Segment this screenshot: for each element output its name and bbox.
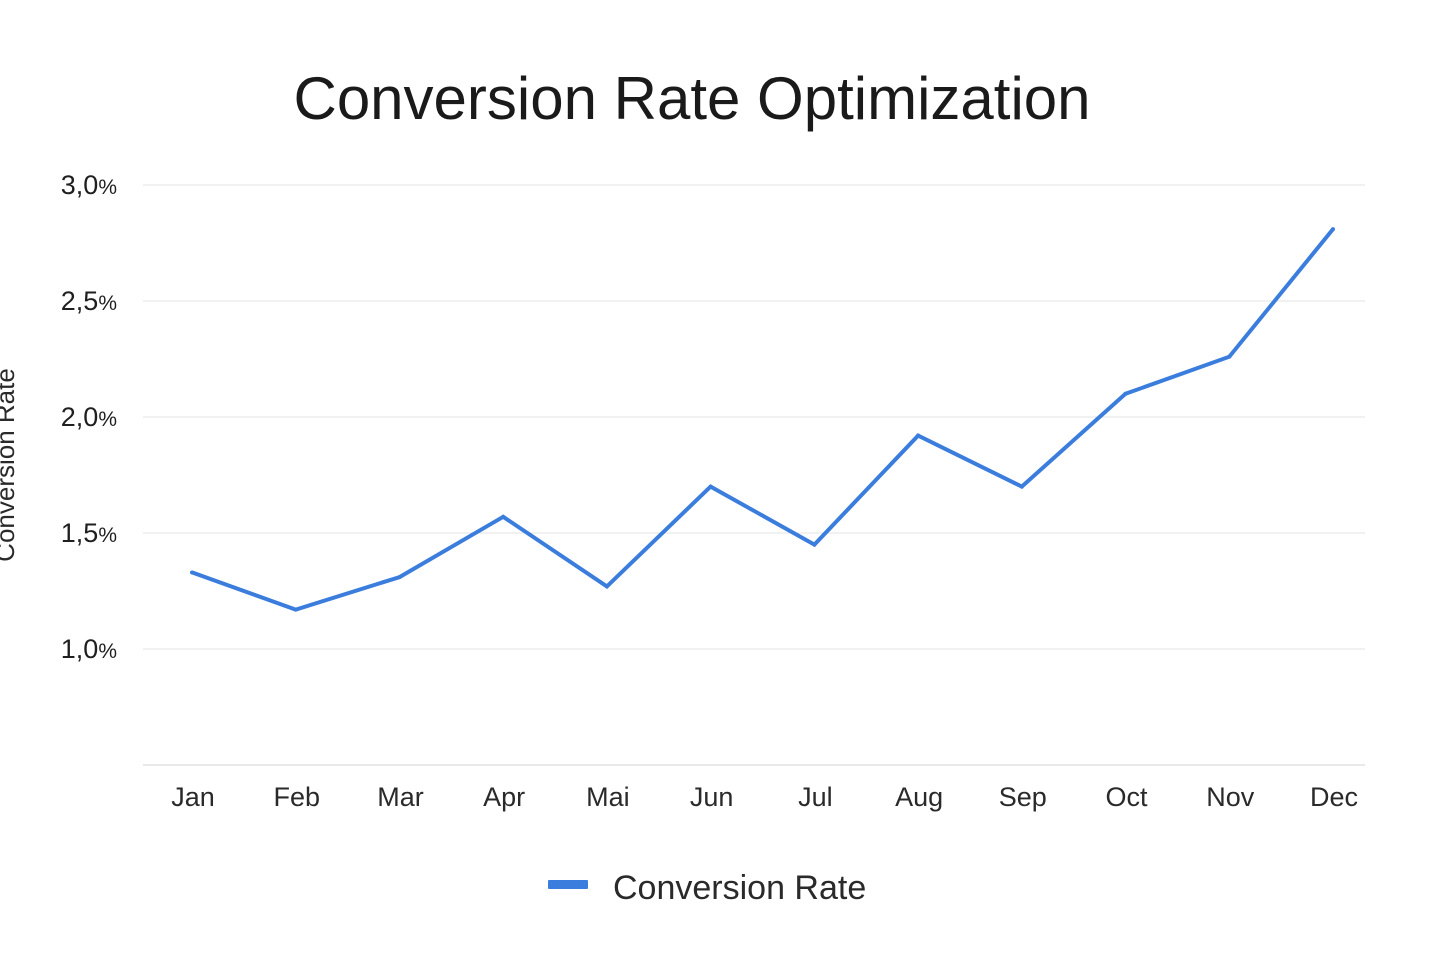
y-tick-label: 2,5%: [61, 286, 117, 316]
y-tick-unit: %: [98, 524, 117, 547]
data-point-jun[interactable]: [708, 484, 713, 489]
series-line: [191, 227, 1335, 612]
data-point-apr[interactable]: [501, 514, 506, 519]
y-tick-unit: %: [98, 176, 117, 199]
x-tick-label: Jul: [798, 782, 833, 812]
series-layer: [190, 227, 1335, 612]
y-tick-unit: %: [98, 292, 117, 315]
data-point-feb[interactable]: [293, 607, 298, 612]
y-tick-unit: %: [98, 640, 117, 663]
data-point-jan[interactable]: [190, 570, 194, 575]
x-tick-label: Oct: [1106, 782, 1149, 812]
y-tick-label: 3,0%: [61, 170, 117, 200]
y-tick-number: 2,5: [61, 286, 99, 316]
y-tick-number: 3,0: [61, 170, 99, 200]
y-tick-label: 1,0%: [61, 634, 117, 664]
x-tick-label: Nov: [1206, 782, 1255, 812]
x-tick-label: Feb: [273, 782, 320, 812]
data-point-mai[interactable]: [604, 584, 609, 589]
legend[interactable]: Conversion Rate: [548, 869, 866, 907]
data-point-dec[interactable]: [1331, 227, 1335, 232]
grid-lines: [143, 184, 1365, 766]
data-point-oct[interactable]: [1123, 391, 1128, 396]
data-point-nov[interactable]: [1227, 354, 1232, 359]
x-tick-label: Apr: [483, 782, 525, 812]
chart-title: Conversion Rate Optimization: [293, 65, 1090, 132]
y-tick-label: 1,5%: [61, 518, 117, 548]
data-point-sep[interactable]: [1019, 484, 1024, 489]
y-tick-number: 2,0: [61, 402, 99, 432]
data-point-jul[interactable]: [812, 542, 817, 547]
x-tick-label: Jun: [690, 782, 734, 812]
y-tick-unit: %: [98, 408, 117, 431]
x-tick-label: Aug: [895, 782, 943, 812]
y-tick-number: 1,5: [61, 518, 99, 548]
y-axis-label: Conversion Rate: [0, 368, 20, 562]
x-tick-label: Sep: [999, 782, 1047, 812]
x-tick-label: Jan: [171, 782, 215, 812]
legend-label: Conversion Rate: [613, 869, 866, 907]
y-axis-ticks: 1,0%1,5%2,0%2,5%3,0%: [61, 170, 117, 664]
x-tick-label: Mai: [586, 782, 630, 812]
y-tick-label: 2,0%: [61, 402, 117, 432]
x-tick-label: Mar: [377, 782, 424, 812]
data-point-aug[interactable]: [916, 433, 921, 438]
y-tick-number: 1,0: [61, 634, 99, 664]
legend-swatch: [548, 880, 588, 889]
x-tick-label: Dec: [1310, 782, 1358, 812]
data-point-mar[interactable]: [397, 575, 402, 580]
x-axis-ticks: Jan Feb Mar Apr Mai Jun Jul Aug Sep Oct Nov Dec: [171, 782, 1358, 812]
